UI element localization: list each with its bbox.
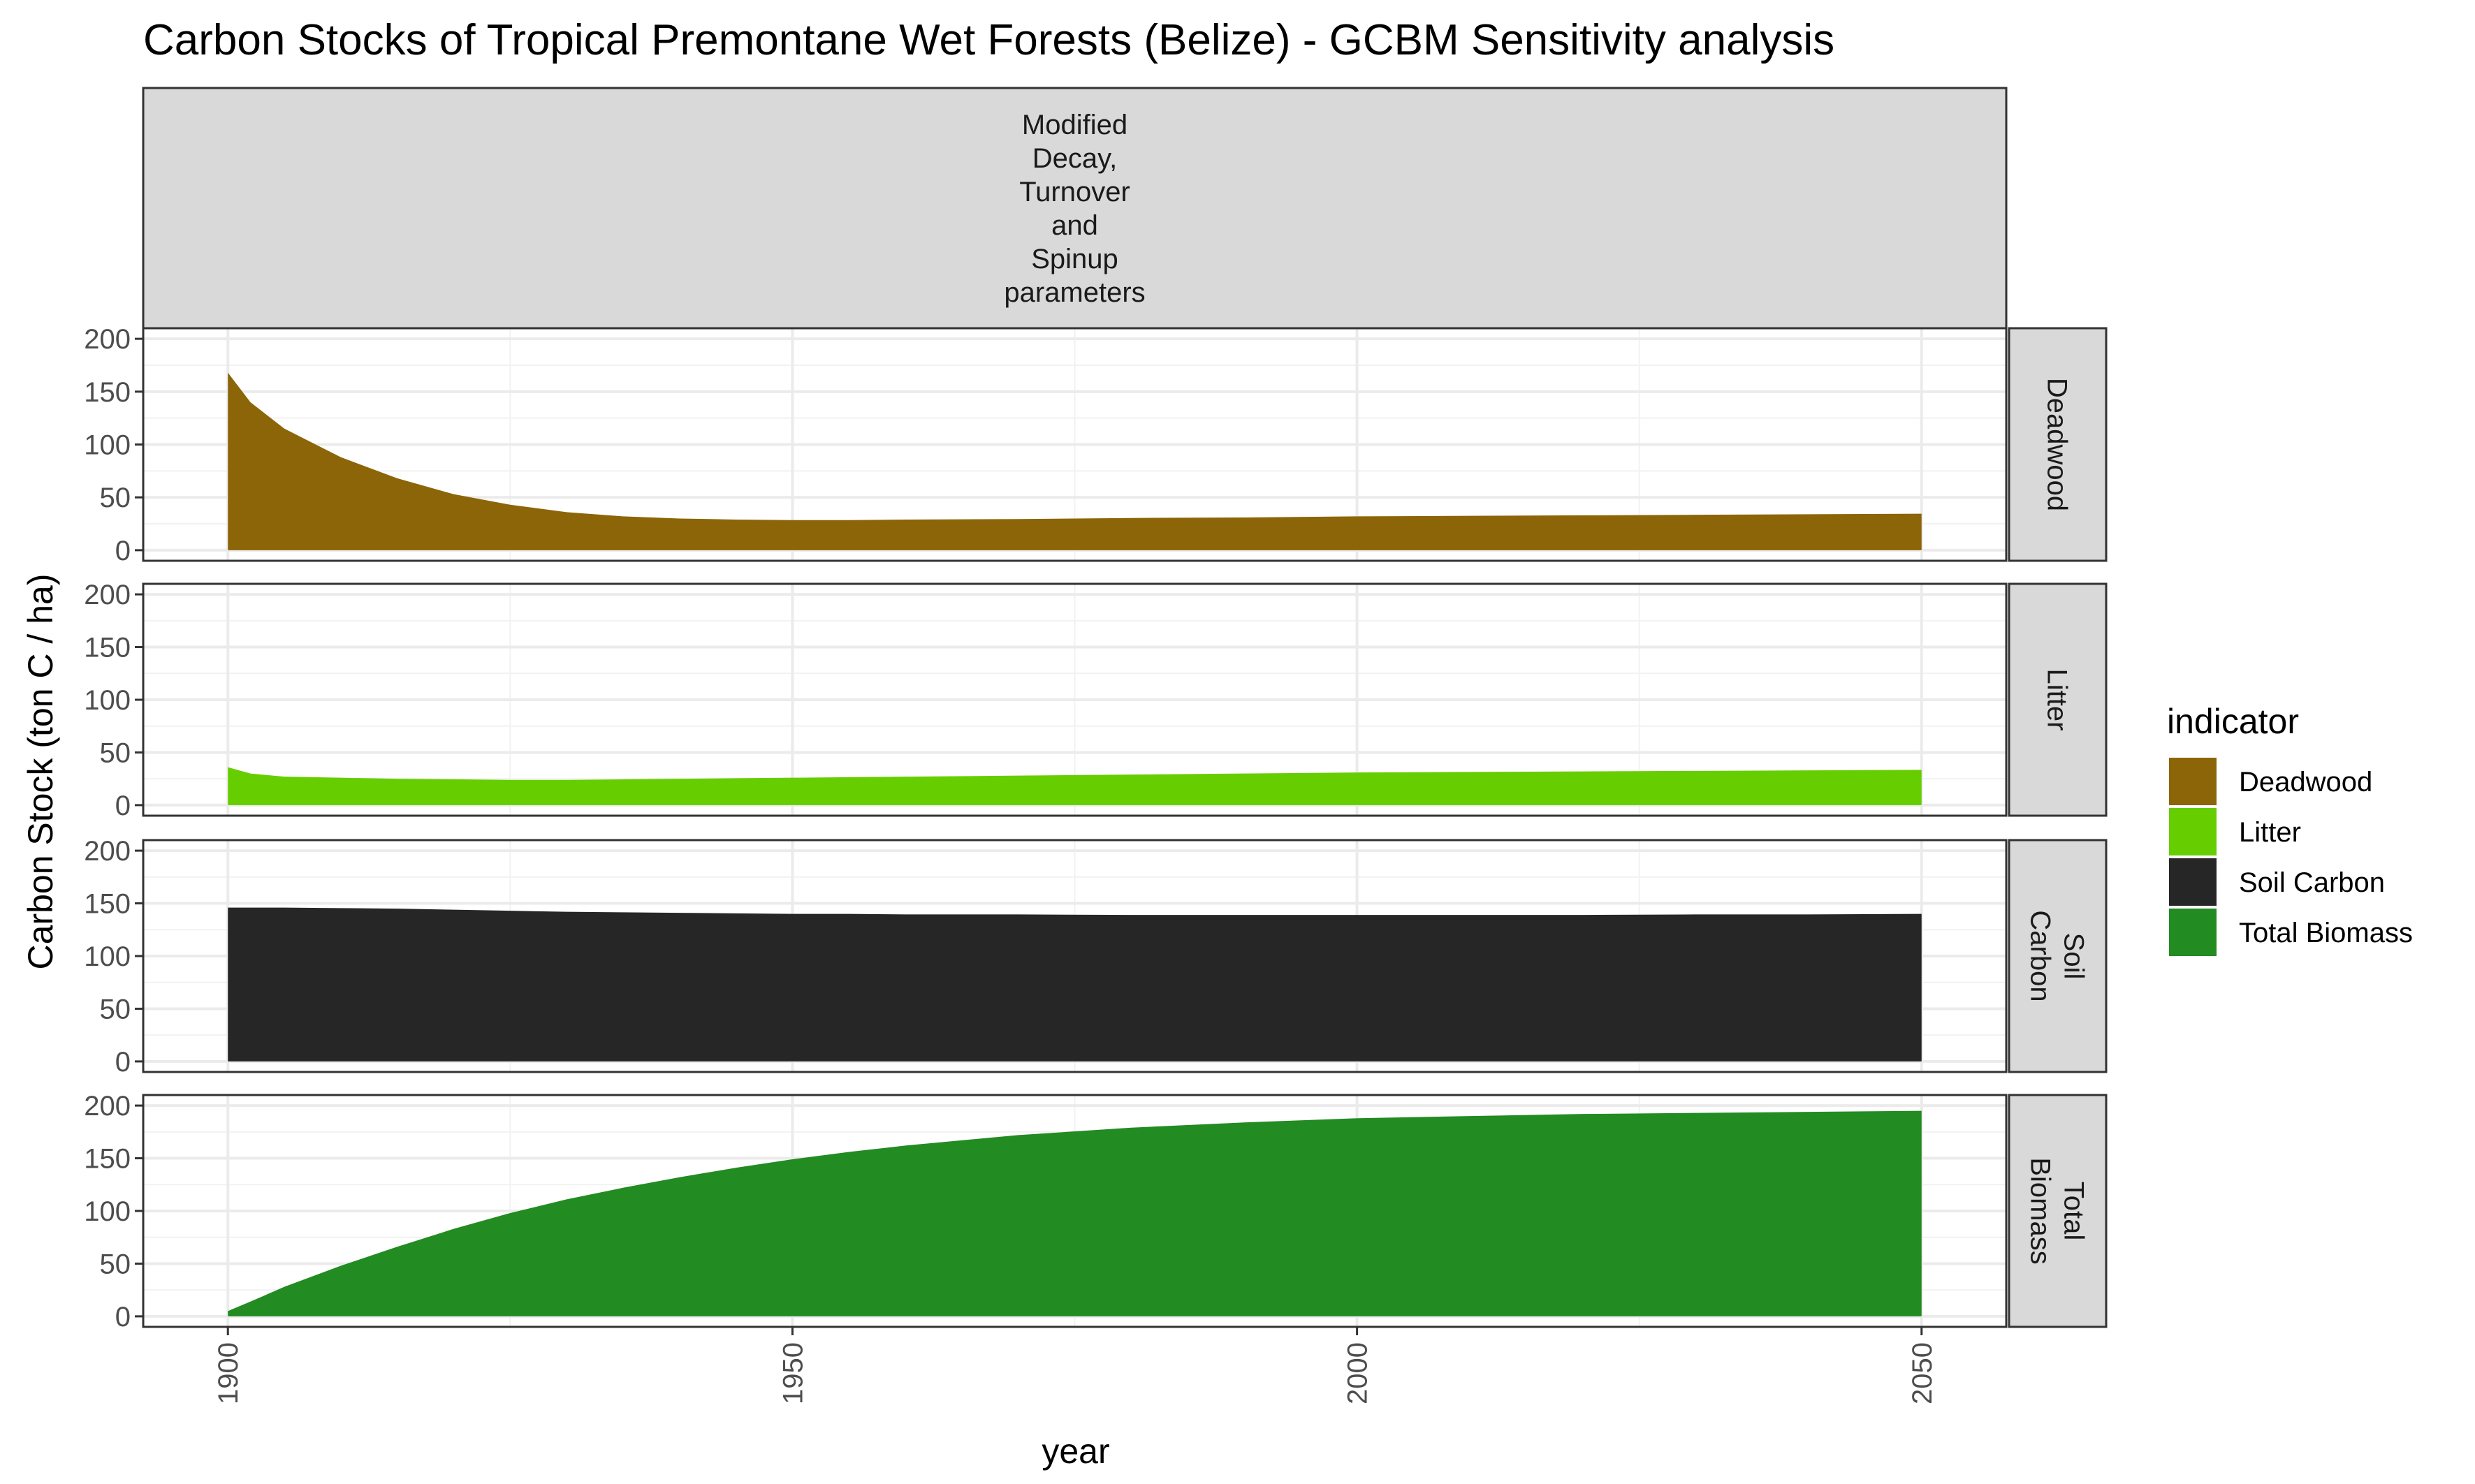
facet-panels: 0 50 100 150 200 Deadwood 0 50 100 150 200 Litter 0 5… <box>84 324 2108 1332</box>
row-strip-text: Biomass <box>2025 1157 2056 1264</box>
row-strip-text: Carbon <box>2025 910 2056 1001</box>
y-tick-label: 150 <box>84 1144 131 1175</box>
legend-label: Total Biomass <box>2239 918 2413 948</box>
column-strip-text: Spinup <box>1031 244 1118 274</box>
x-tick-label: 2000 <box>1343 1342 1373 1404</box>
column-strip-text: Modified <box>1022 110 1127 140</box>
row-strip-text: Soil <box>2059 933 2089 980</box>
row-strip-box <box>2008 1094 2108 1328</box>
x-tick-label: 1950 <box>777 1342 808 1404</box>
legend-swatch <box>2169 858 2217 906</box>
column-strip-text: and <box>1051 210 1098 241</box>
column-strip-text: Decay, <box>1032 143 1118 174</box>
panel-litter: 0 50 100 150 200 Litter <box>84 580 2108 821</box>
column-strip-box <box>142 87 2008 330</box>
row-strip-box <box>2008 327 2108 562</box>
legend-swatch <box>2169 909 2217 956</box>
y-axis-title: Carbon Stock (ton C / ha) <box>21 574 60 970</box>
legend-swatch <box>2169 758 2217 805</box>
column-strip-text: parameters <box>1004 277 1145 308</box>
y-tick-label: 100 <box>84 1196 131 1227</box>
area-total-biomass <box>228 1110 1922 1316</box>
row-strip-text: Litter <box>2042 669 2073 731</box>
legend-swatch <box>2169 808 2217 855</box>
legend-label: Soil Carbon <box>2239 867 2385 898</box>
y-tick-label: 200 <box>84 580 131 610</box>
legend-label: Deadwood <box>2239 767 2372 798</box>
row-strip-box <box>2008 582 2108 817</box>
row-strip-label: Deadwood <box>2042 378 2073 511</box>
area-deadwood <box>228 372 1922 550</box>
y-tick-label: 0 <box>115 1302 131 1332</box>
panel-deadwood: 0 50 100 150 200 Deadwood <box>84 324 2108 566</box>
y-tick-label: 0 <box>115 1047 131 1078</box>
y-tick-label: 200 <box>84 836 131 867</box>
row-strip-label: Litter <box>2042 669 2073 731</box>
y-tick-label: 200 <box>84 324 131 355</box>
y-tick-label: 200 <box>84 1091 131 1122</box>
x-tick-label: 1900 <box>213 1342 244 1404</box>
legend: indicator Deadwood Litter Soil Carbon Total … <box>2167 702 2413 956</box>
x-axis-title: year <box>1042 1432 1109 1471</box>
x-tick-label: 2050 <box>1907 1342 1938 1404</box>
chart-title: Carbon Stocks of Tropical Premontane Wet… <box>143 16 1834 64</box>
y-tick-label: 50 <box>100 483 131 513</box>
y-tick-label: 50 <box>100 737 131 768</box>
legend-title: indicator <box>2167 702 2299 741</box>
y-tick-label: 0 <box>115 536 131 566</box>
row-strip-text: Total <box>2059 1182 2089 1241</box>
area-soil-carbon <box>228 907 1922 1061</box>
y-tick-label: 150 <box>84 633 131 663</box>
area-litter <box>228 767 1922 805</box>
y-tick-label: 100 <box>84 941 131 972</box>
row-strip-text: Deadwood <box>2042 378 2073 511</box>
row-strip-box <box>2008 839 2108 1073</box>
y-tick-label: 150 <box>84 377 131 408</box>
y-tick-label: 0 <box>115 791 131 821</box>
legend-label: Litter <box>2239 817 2301 848</box>
y-tick-label: 150 <box>84 889 131 920</box>
x-axis: 1900 1950 2000 2050 <box>213 1327 1938 1404</box>
y-tick-label: 100 <box>84 430 131 461</box>
y-tick-label: 50 <box>100 1249 131 1279</box>
y-tick-label: 50 <box>100 994 131 1024</box>
column-strip: ModifiedDecay,TurnoverandSpinupparameter… <box>142 87 2008 330</box>
column-strip-text: Turnover <box>1019 177 1130 207</box>
y-tick-label: 100 <box>84 685 131 716</box>
